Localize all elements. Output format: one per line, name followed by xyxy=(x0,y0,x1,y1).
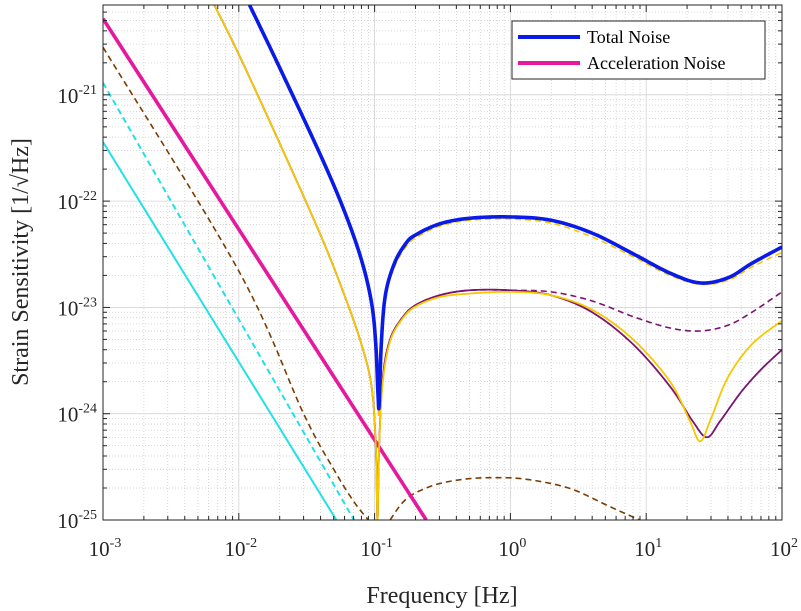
tick-marks xyxy=(102,4,783,521)
x-tick-exponent: 1 xyxy=(655,536,662,551)
x-tick-base: 10 xyxy=(498,537,519,561)
y-tick-exponent: -21 xyxy=(78,83,97,98)
plot-background xyxy=(103,5,782,520)
series-cyan-solid xyxy=(103,141,338,520)
y-tick-label: 10-25 xyxy=(57,508,97,533)
x-tick-label: 10-3 xyxy=(89,536,122,561)
x-tick-exponent: -1 xyxy=(381,536,393,551)
y-tick-exponent: -24 xyxy=(78,402,97,417)
x-tick-base: 10 xyxy=(634,537,655,561)
x-tick-base: 10 xyxy=(89,537,110,561)
x-tick-label: 102 xyxy=(770,536,798,561)
x-tick-label: 10-1 xyxy=(360,536,393,561)
series-acceleration-noise xyxy=(103,17,428,520)
x-tick-label: 10-2 xyxy=(224,536,257,561)
x-tick-exponent: -3 xyxy=(110,536,122,551)
y-axis-label-unit-close: ] xyxy=(8,138,34,146)
series-brown-dashed xyxy=(103,46,370,520)
y-tick-base: 10 xyxy=(57,190,78,214)
series-brown-dashed-hump xyxy=(389,476,641,520)
x-tick-exponent: 0 xyxy=(519,536,526,551)
legend: Total Noise Acceleration Noise xyxy=(511,20,766,80)
y-tick-exponent: -25 xyxy=(78,508,97,523)
x-tick-base: 10 xyxy=(770,537,791,561)
x-tick-base: 10 xyxy=(360,537,381,561)
x-tick-labels: 10-3 10-2 10-1 100 101 102 xyxy=(89,536,798,561)
y-axis-label-unit-open: [ xyxy=(8,206,34,214)
y-tick-base: 10 xyxy=(57,84,78,108)
y-tick-label: 10-22 xyxy=(57,189,97,214)
series-blue-dashed xyxy=(248,5,782,410)
legend-label-acceleration-noise: Acceleration Noise xyxy=(587,53,725,73)
y-axis-label-unit-num: 1 xyxy=(8,194,34,206)
plot-frame xyxy=(102,4,783,521)
y-tick-label: 10-23 xyxy=(57,295,97,320)
legend-box xyxy=(511,20,766,80)
y-axis-label-main: Strain Sensitivity xyxy=(8,220,34,386)
y-tick-base: 10 xyxy=(57,296,78,320)
y-tick-base: 10 xyxy=(57,403,78,427)
svg-text:Strain Sensitivity [1/√: Strain Sensitivity [1/√Hz] xyxy=(8,138,34,386)
x-tick-label: 101 xyxy=(634,536,662,561)
x-axis-label: Frequency [Hz] xyxy=(366,583,517,609)
y-tick-exponent: -22 xyxy=(78,189,97,204)
y-axis-label-unit-slash: /√ xyxy=(8,173,34,194)
legend-label-total-noise: Total Noise xyxy=(587,27,670,47)
y-axis-label-unit-den: Hz xyxy=(8,146,34,174)
y-tick-label: 10-21 xyxy=(57,83,97,108)
x-tick-label: 100 xyxy=(498,536,526,561)
x-tick-exponent: -2 xyxy=(245,536,257,551)
x-tick-exponent: 2 xyxy=(791,536,798,551)
x-tick-base: 10 xyxy=(224,537,245,561)
y-axis-label: Strain Sensitivity [1/√Hz] xyxy=(8,138,34,386)
series-cyan-dashed xyxy=(103,82,355,520)
series-layer xyxy=(103,5,782,520)
y-tick-base: 10 xyxy=(57,509,78,533)
y-tick-label: 10-24 xyxy=(57,402,97,427)
series-yellow-solid xyxy=(213,5,782,520)
y-tick-exponent: -23 xyxy=(78,295,97,310)
